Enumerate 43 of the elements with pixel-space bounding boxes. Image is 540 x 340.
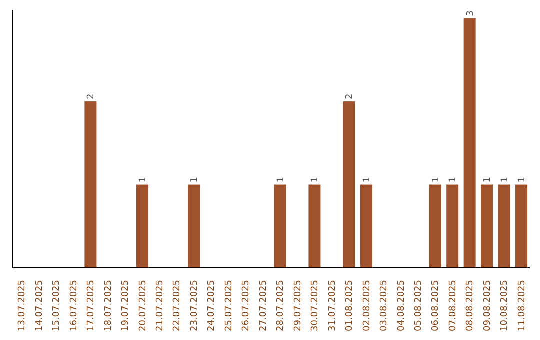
data-label: 2 [345,94,356,100]
x-tick-label: 13.07.2025 [18,280,28,332]
data-label: 1 [276,177,286,183]
x-tick-label: 21.07.2025 [155,280,166,332]
x-tick-label: 30.07.2025 [310,280,321,332]
x-tick-label: 08.08.2025 [466,280,476,332]
x-tick-label: 04.08.2025 [396,280,407,332]
x-tick-label: 14.07.2025 [34,280,45,332]
data-label: 2 [86,94,97,100]
x-tick-label: 03.08.2025 [380,280,390,332]
data-label: 1 [310,177,321,183]
data-label: 1 [190,177,200,183]
x-tick-label: 07.08.2025 [448,280,458,332]
data-label: 1 [483,177,494,183]
x-tick-label: 31.07.2025 [328,280,338,332]
x-tick-label: 01.08.2025 [345,280,356,332]
x-tick-label: 17.07.2025 [86,280,97,332]
x-tick-label: 27.07.2025 [258,280,269,332]
x-tick-label: 19.07.2025 [121,280,132,332]
x-tick-label: 28.07.2025 [276,280,286,332]
x-tick-label: 20.07.2025 [138,280,148,332]
x-tick-label: 02.08.2025 [362,280,372,332]
x-tick-label: 16.07.2025 [69,280,80,332]
data-label: 1 [518,177,528,183]
x-tick-label: 15.07.2025 [52,280,62,332]
data-label: 1 [431,177,442,183]
x-tick-label: 10.08.2025 [500,280,510,332]
data-label: 1 [500,177,510,183]
data-label: 1 [448,177,459,183]
x-tick-label: 23.07.2025 [190,280,200,332]
x-tick-label: 26.07.2025 [242,280,252,332]
x-tick-label: 05.08.2025 [414,280,424,332]
x-tick-label: 22.07.2025 [172,280,183,332]
data-label: 1 [362,177,372,183]
data-label: 3 [466,10,476,16]
x-tick-label: 29.07.2025 [293,280,304,332]
x-tick-label: 25.07.2025 [224,280,234,332]
x-tick-label: 09.08.2025 [482,280,493,332]
x-tick-label: 11.08.2025 [517,280,528,332]
x-tick-label: 24.07.2025 [207,280,218,332]
x-tick-label: 18.07.2025 [104,280,114,332]
data-label: 1 [138,177,148,183]
x-tick-label: 06.08.2025 [431,280,442,332]
